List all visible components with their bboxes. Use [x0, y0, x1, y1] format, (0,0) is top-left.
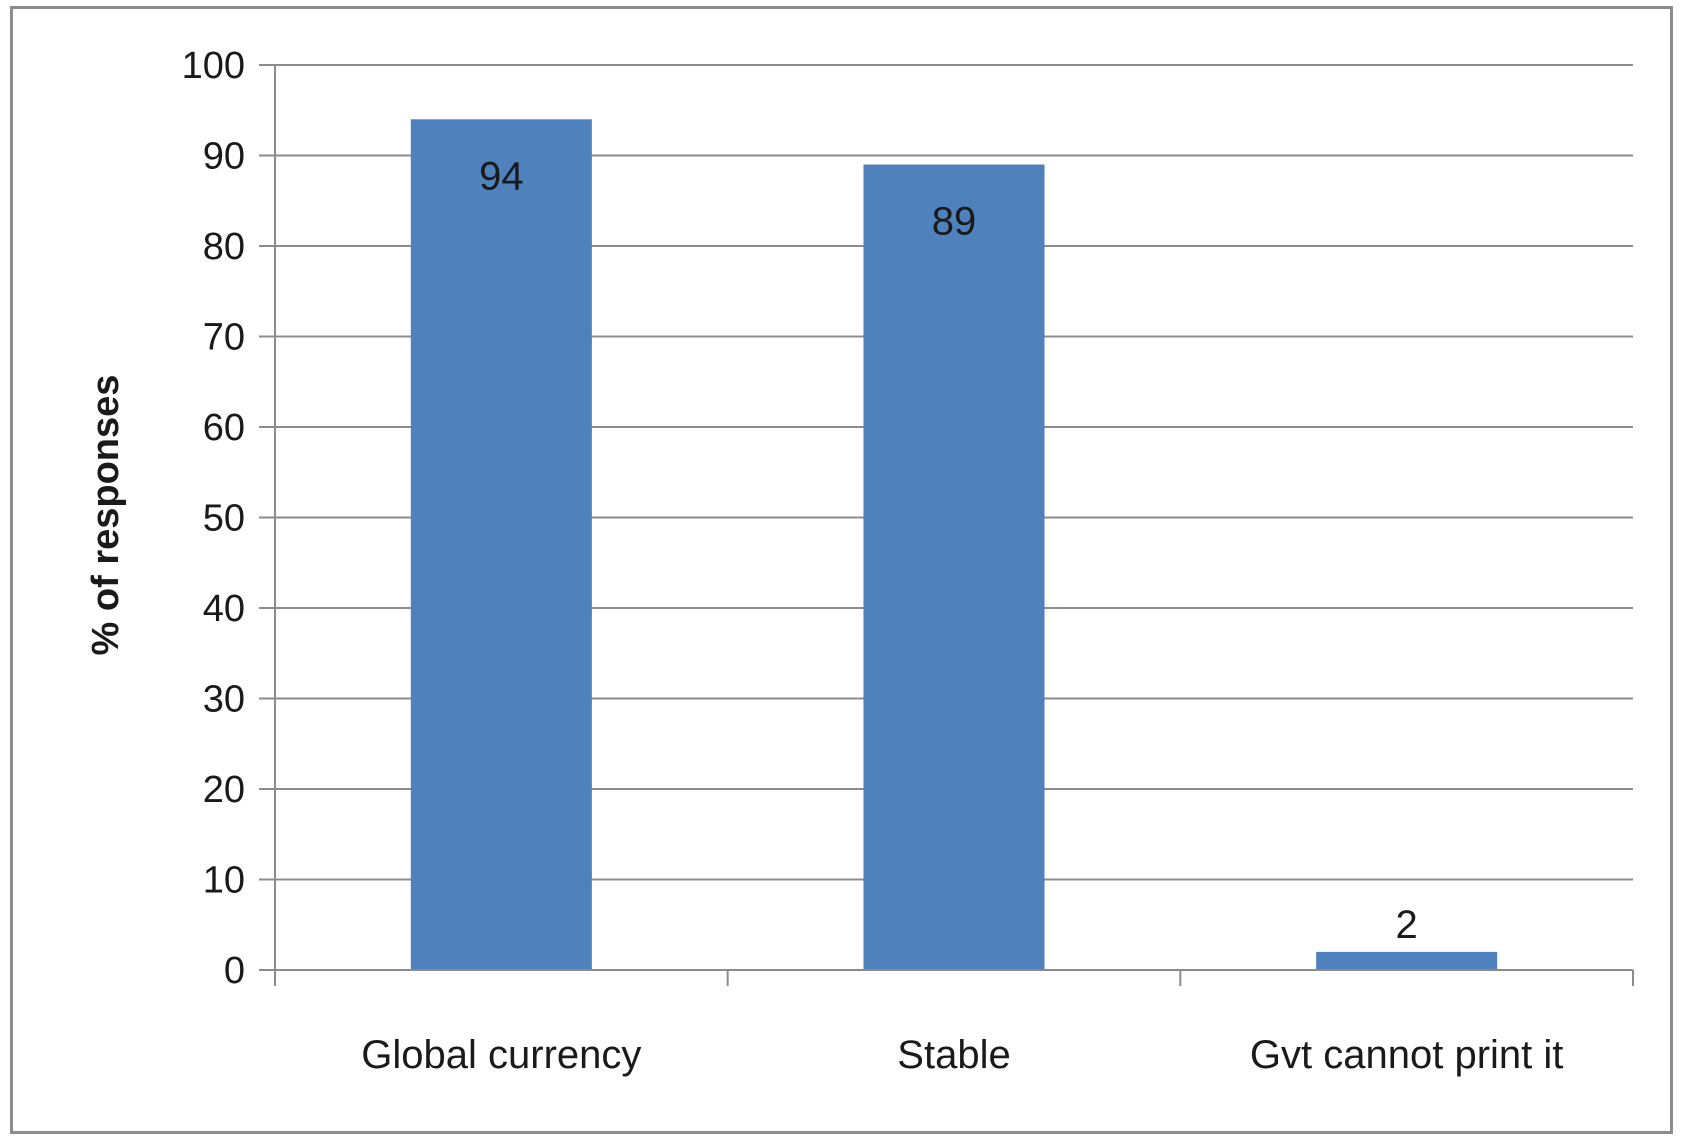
- y-tick-label: 70: [203, 317, 245, 359]
- x-category-label: Stable: [897, 1033, 1010, 1077]
- y-tick-label: 0: [224, 950, 245, 992]
- bar: [1316, 951, 1498, 970]
- y-tick-label: 90: [203, 136, 245, 178]
- y-tick-label: 60: [203, 407, 245, 449]
- y-tick-label: 80: [203, 226, 245, 268]
- bar: [410, 119, 592, 971]
- y-tick-label: 50: [203, 498, 245, 540]
- y-tick-label: 40: [203, 588, 245, 630]
- y-tick-label: 20: [203, 769, 245, 811]
- bars: [410, 119, 1498, 971]
- y-tick-label: 10: [203, 860, 245, 902]
- data-label: 94: [479, 154, 524, 198]
- x-category-label: Gvt cannot print it: [1250, 1033, 1563, 1077]
- chart-frame: [10, 6, 1673, 1134]
- data-label: 89: [932, 200, 977, 244]
- y-axis-title: % of responses: [85, 375, 127, 656]
- labels: 0 10 20 30 40 50 60 70 80 90 100 94 Global currency 8…: [182, 45, 1564, 1077]
- y-tick-label: 30: [203, 679, 245, 721]
- y-tick-label: 100: [182, 45, 245, 87]
- data-label: 2: [1396, 903, 1418, 947]
- x-category-label: Global currency: [361, 1033, 641, 1077]
- axes: [259, 64, 1634, 986]
- bar: [863, 164, 1045, 971]
